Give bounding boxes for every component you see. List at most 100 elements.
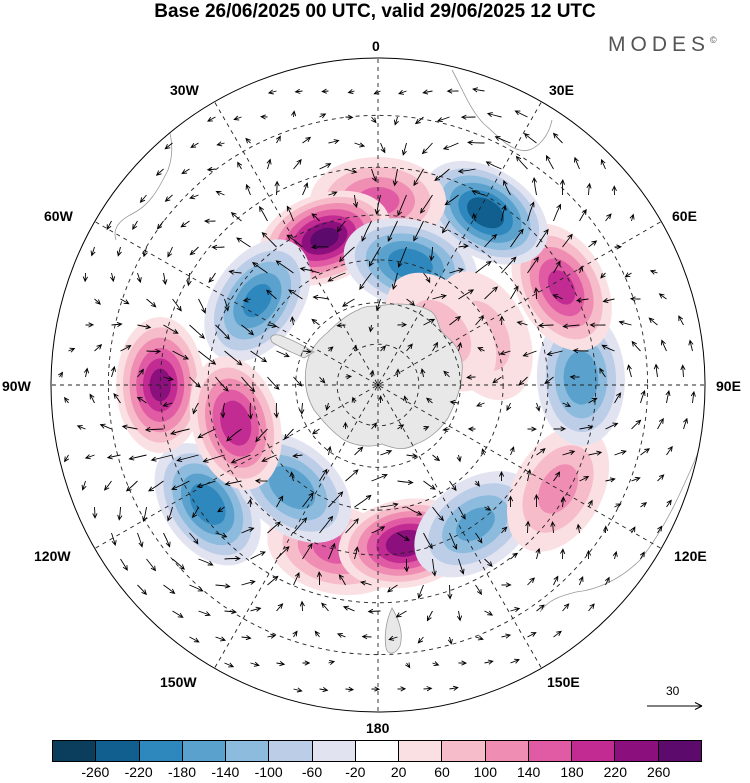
wind-arrow [403, 558, 410, 573]
colorbar-tick-label: -140 [211, 764, 240, 780]
wind-arrow [474, 480, 480, 487]
wind-arrow [648, 317, 658, 326]
wind-arrow [283, 428, 294, 440]
wind-arrow [423, 272, 431, 284]
wind-arrow [579, 475, 590, 482]
anomaly-contour-band [268, 465, 316, 510]
wind-arrow [466, 374, 476, 380]
wind-arrow [640, 389, 646, 404]
wind-arrow [391, 272, 398, 290]
wind-arrow [94, 343, 103, 352]
wind-arrow [190, 142, 199, 148]
wind-arrow [228, 269, 242, 275]
wind-arrow [562, 233, 573, 248]
wind-arrow [666, 445, 673, 456]
wind-arrow [110, 365, 116, 378]
wind-arrow [405, 662, 411, 669]
wind-arrow [447, 636, 453, 645]
wind-arrow [388, 635, 398, 641]
wind-arrow [345, 374, 353, 380]
wind-arrow [120, 558, 128, 571]
wind-arrow [189, 376, 201, 388]
wind-arrow [502, 179, 511, 196]
wind-arrow [629, 296, 641, 302]
wind-arrow [522, 350, 537, 357]
wind-arrow [111, 532, 117, 546]
wind-arrow [311, 213, 320, 222]
wind-arrow [267, 521, 281, 534]
wind-arrow [560, 548, 566, 560]
wind-arrow [266, 158, 272, 170]
wind-arrow [192, 402, 199, 415]
wind-arrow [552, 132, 563, 144]
logo-text: MODES [608, 33, 711, 56]
colorbar-segment [53, 741, 97, 761]
wind-arrow [319, 376, 326, 384]
wind-arrow [600, 272, 606, 279]
wind-arrow [431, 558, 437, 577]
wind-arrow [148, 480, 164, 492]
wind-arrow [220, 402, 226, 419]
polar-map [50, 57, 706, 713]
wind-arrow [259, 206, 268, 222]
wind-arrow [351, 396, 357, 404]
wind-arrow [434, 168, 450, 181]
map-border [50, 57, 706, 713]
latitude-circle [207, 214, 549, 556]
wind-arrow [559, 178, 566, 196]
wind-arrow [172, 350, 190, 360]
wind-arrow [345, 168, 358, 174]
wind-arrow [345, 686, 355, 692]
wind-arrow [172, 610, 184, 618]
wind-arrow [110, 272, 116, 283]
wind-arrow [302, 182, 309, 196]
wind-arrow [605, 422, 619, 430]
wind-arrow [327, 346, 334, 352]
wind-arrow [292, 630, 298, 638]
wind-arrow [310, 244, 329, 250]
wind-arrow [136, 272, 142, 284]
wind-arrow [150, 454, 173, 462]
wind-arrow [397, 424, 405, 430]
anomaly-contour-band [242, 283, 272, 318]
wind-arrow [275, 135, 281, 144]
wind-arrow [267, 89, 277, 95]
wind-arrow [599, 367, 606, 378]
wind-arrow [501, 204, 507, 222]
wind-arrow [328, 542, 336, 560]
wind-arrow [406, 506, 423, 516]
wind-arrow [180, 220, 190, 228]
wind-arrow [576, 523, 582, 534]
wind-arrow [475, 584, 482, 596]
wind-arrow [600, 158, 606, 170]
wind-arrow [380, 345, 387, 352]
wind-arrow [603, 525, 609, 534]
wind-arrow [527, 632, 537, 638]
colorbar-segment [485, 741, 529, 761]
wind-arrow [247, 402, 253, 420]
wind-arrow [614, 244, 623, 250]
wind-arrow [536, 604, 545, 612]
wind-arrow [245, 183, 251, 196]
wind-arrow [162, 401, 173, 407]
wind-arrow [198, 558, 214, 566]
wind-arrow [319, 163, 332, 170]
wind-arrow [562, 402, 572, 407]
wind-arrow [680, 364, 686, 378]
wind-arrow [534, 287, 540, 300]
wind-arrow [176, 454, 199, 463]
wind-arrow [467, 426, 476, 432]
wind-arrow [414, 116, 424, 125]
lon-label-90w: 90W [2, 378, 31, 394]
wind-arrow [167, 246, 173, 258]
wind-arrow [553, 260, 561, 274]
lon-label-60e: 60E [672, 208, 697, 224]
lon-label-30w: 30W [170, 82, 199, 98]
lon-label-120e: 120E [674, 548, 707, 564]
wind-arrow [501, 582, 512, 588]
wind-arrow [678, 315, 684, 326]
wind-arrow [369, 369, 375, 378]
wind-arrow [374, 194, 381, 215]
colorbar-segment [139, 741, 183, 761]
wind-arrow [425, 397, 433, 404]
